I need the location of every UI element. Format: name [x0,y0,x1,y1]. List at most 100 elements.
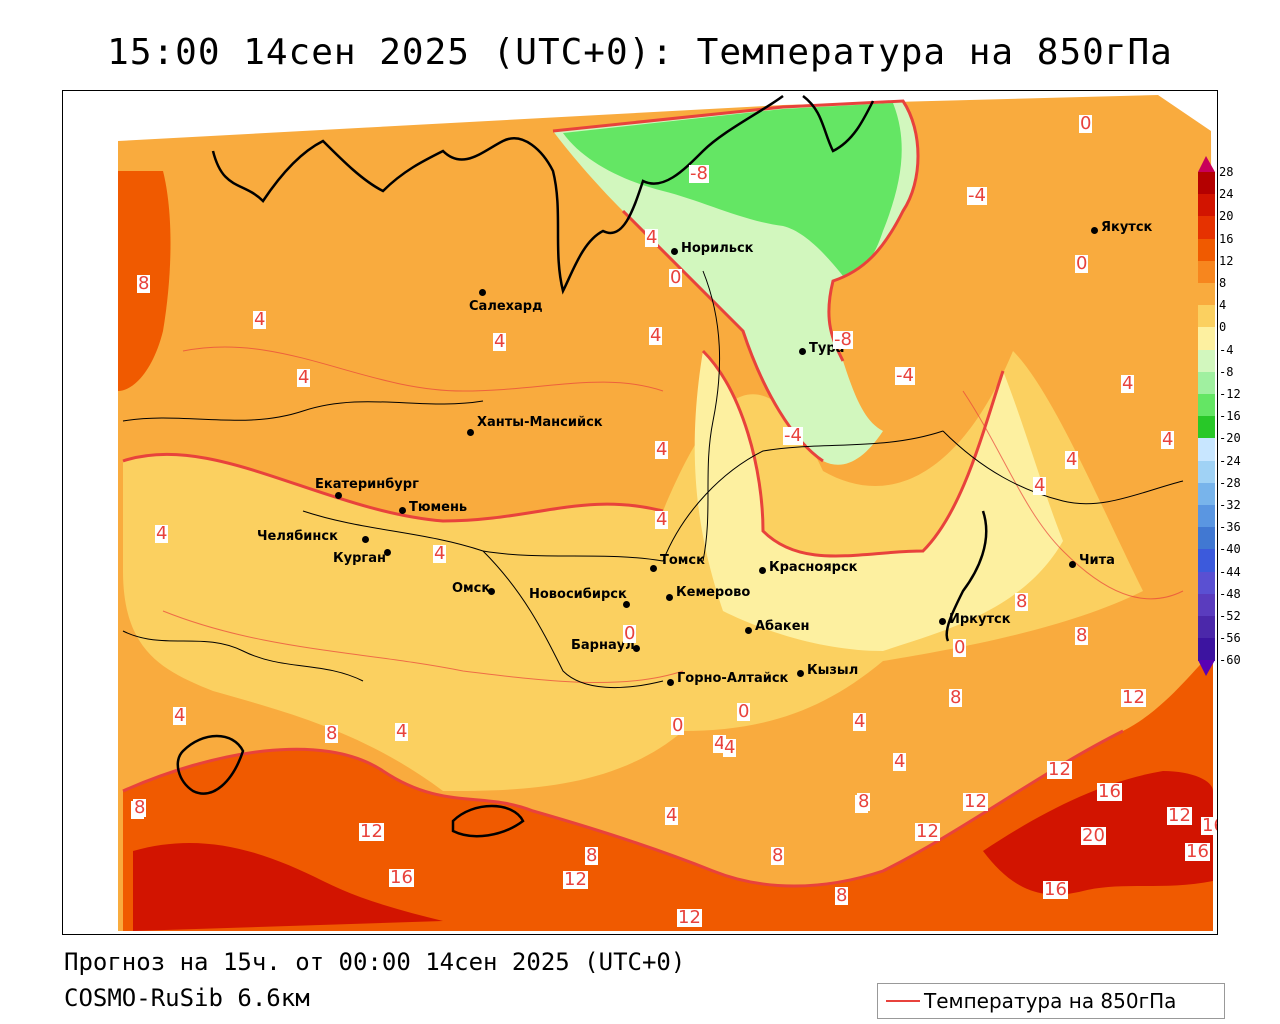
city-novosibirsk: Новосибирск [529,587,630,608]
city-salekhard: Салехард [469,289,543,314]
isotherm-label: 4 [395,721,409,742]
isotherm-label: 16 [389,867,414,888]
colorbar-min-arrow [1198,660,1215,677]
isotherm-label: 4 [649,325,663,346]
isotherm-label: 4 [253,309,267,330]
colorbar-segment [1198,283,1215,306]
city-omsk: Омск [452,581,495,596]
isotherm-label: 12 [1121,687,1146,708]
isotherm-label: 4 [1121,373,1135,394]
legend-label: Температура на 850гПа [924,989,1177,1013]
colorbar-segment [1198,238,1215,262]
isotherm-label: 4 [645,227,659,248]
region-border [482,550,664,688]
colorbar-segment [1198,460,1215,484]
colorbar-segment [1198,260,1215,284]
colorbar-segment [1198,438,1215,462]
caspian-sea [176,734,245,795]
isotherm-label: 0 [669,267,683,288]
colorbar-tick-label: 4 [1219,298,1227,313]
colorbar-segment [1198,593,1215,617]
isotherm-label: 8 [137,273,151,294]
city-barnaul: Барнаул [571,638,640,653]
isotherm-line [701,349,1005,558]
colorbar-segment [1198,527,1215,550]
isotherm-label: 8 [835,885,849,906]
colorbar-tick-label: -36 [1219,520,1241,535]
colorbar-tick-label: 12 [1219,253,1234,268]
colorbar-segment [1198,394,1215,417]
city-norilsk: Норильск [671,241,754,256]
colorbar-tick-label: -12 [1219,387,1241,401]
colorbar-segment [1198,571,1215,595]
isotherm-label: 12 [563,869,588,890]
lake-baikal [945,510,988,642]
model-name: COSMO-RuSib 6.6км [64,984,310,1012]
city-krasnoyarsk: Красноярск [759,560,858,575]
isotherm-label: 8 [585,845,599,866]
city-yakutsk: Якутск [1091,220,1152,235]
temperature-zone-cold-dark [563,103,902,276]
city-chelyabinsk: Челябинск [257,529,369,544]
isotherm-label: -4 [967,185,987,206]
isotherm-label: 0 [671,715,685,736]
isotherm-label: 4 [853,711,867,732]
colorbar-segment [1198,505,1215,528]
isotherm-label: 12 [1167,805,1192,826]
isotherm-label: 12 [359,821,384,842]
colorbar-tick-label: -4 [1219,342,1234,357]
isotherm-label: 4 [1033,475,1047,496]
isotherm-label: 8 [949,687,963,708]
city-chita: Чита [1069,553,1115,568]
isotherm-line-thin [962,390,1184,600]
colorbar-tick-label: -28 [1219,475,1241,490]
isotherm-label: 4 [893,751,907,772]
isotherm-label: 0 [1079,113,1093,134]
isotherm-label: 8 [771,845,785,866]
colorbar-max-arrow [1198,156,1215,172]
isotherm-label: 4 [493,331,507,352]
region-border [702,270,721,562]
temperature-zone-yellow-light [694,351,1063,651]
isotherm-label: 4 [655,509,669,530]
isotherm-label: 4 [655,439,669,460]
isotherm-label: 4 [173,705,187,726]
isotherm-label: 8 [1015,591,1029,612]
colorbar-tick-label: -20 [1219,431,1241,446]
temperature-zone-hot-south [133,842,443,931]
region-border [122,400,484,422]
isotherm-label: 4 [433,543,447,564]
isotherm-label: 4 [1161,429,1175,450]
isotherm-label: 0 [953,637,967,658]
isotherm-label: 8 [857,791,871,812]
colorbar-segment [1198,638,1215,661]
region-border [942,430,1184,505]
coastline [211,94,784,295]
isotherm-label: 16 [1097,781,1122,802]
map-canvas [118,94,1213,931]
isotherm-line-thin [162,610,684,684]
temperature-zone-warm-south [123,651,1213,931]
city-kurgan: Курган [333,549,391,566]
city-irkutsk: Иркутск [939,612,1011,627]
aral-sea [451,804,525,838]
isotherm-label: 4 [297,367,311,388]
isotherm-label: 4 [155,523,169,544]
isotherm-label: 16 [1201,817,1217,835]
colorbar-segment [1198,371,1215,395]
temperature-zone-0-4 [123,351,1143,791]
colorbar: 28 24 20 16 12 8 4 0 -4 -8 -12 -16 -20 -24 -28 -32 -36 -4… [1198,156,1278,690]
colorbar-segment [1198,349,1215,373]
colorbar-segment [1198,194,1215,217]
isotherm-label: 8 [325,723,339,744]
isotherm-label: 20 [1081,825,1106,846]
colorbar-tick-label: -24 [1219,453,1241,468]
isotherm-label: 4 [1065,449,1079,470]
colorbar-tick-label: -16 [1219,409,1241,424]
colorbar-tick-label: 28 [1219,165,1234,179]
legend: Температура на 850гПа [877,983,1225,1019]
isotherm-label: 12 [915,821,940,842]
colorbar-tick-label: 8 [1219,276,1227,290]
colorbar-tick-label: 0 [1219,320,1227,335]
region-border [662,430,944,562]
